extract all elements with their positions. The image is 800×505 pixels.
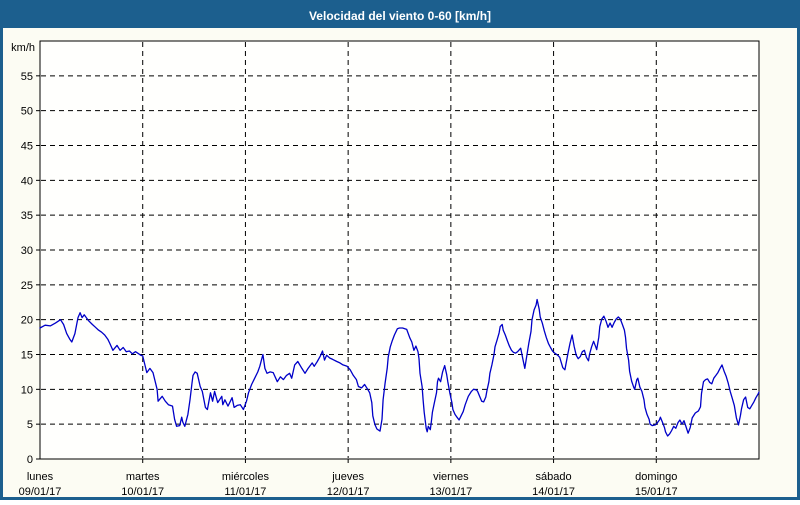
x-tick-date-label: 14/01/17 [532, 486, 575, 498]
x-tick-day-label: lunes [27, 471, 54, 483]
y-tick-label: 35 [21, 210, 33, 222]
x-tick-day-label: sábado [536, 471, 572, 483]
y-tick-label: 45 [21, 141, 33, 153]
y-tick-label: 55 [21, 71, 33, 83]
x-tick-day-label: miércoles [222, 471, 270, 483]
x-tick-date-label: 11/01/17 [224, 486, 266, 498]
x-tick-day-label: jueves [331, 471, 364, 483]
x-tick-date-label: 10/01/17 [121, 486, 164, 498]
y-tick-label: 15 [21, 350, 33, 362]
wind-speed-line [39, 298, 760, 437]
y-tick-label: 10 [21, 384, 33, 396]
x-tick-day-label: martes [126, 471, 160, 483]
x-tick-date-label: 09/01/17 [19, 486, 62, 498]
x-tick-date-label: 13/01/17 [429, 486, 472, 498]
y-tick-label: 20 [21, 315, 33, 327]
window-title: Velocidad del viento 0-60 [km/h] [308, 8, 492, 23]
y-tick-label: 50 [21, 106, 33, 118]
y-tick-label: 5 [27, 419, 33, 431]
title-bar: Velocidad del viento 0-60 [km/h] [3, 3, 797, 28]
y-tick-label: 25 [21, 280, 33, 292]
plot-frame [39, 40, 760, 460]
x-tick-date-label: 15/01/17 [635, 486, 678, 498]
x-tick-day-label: viernes [433, 471, 469, 483]
x-tick-date-label: 12/01/17 [327, 486, 370, 498]
y-tick-label: 0 [27, 454, 33, 466]
y-tick-label: 30 [21, 245, 33, 257]
y-axis-unit-label: km/h [11, 42, 35, 54]
y-tick-label: 40 [21, 175, 33, 187]
x-tick-day-label: domingo [635, 471, 677, 483]
